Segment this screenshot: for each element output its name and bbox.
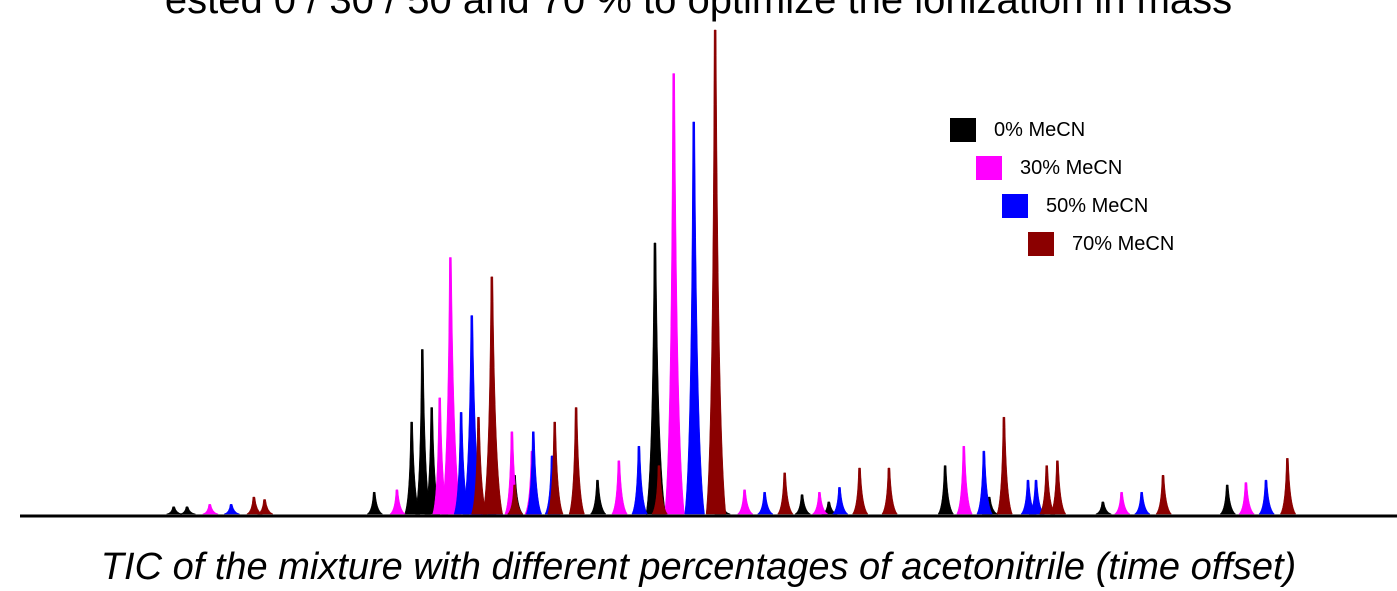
legend-item: 50% MeCN <box>1002 194 1148 218</box>
peak <box>1258 479 1276 515</box>
peak <box>1238 482 1256 515</box>
peak <box>684 121 705 515</box>
peak <box>441 257 462 515</box>
legend-label: 70% MeCN <box>1072 232 1175 255</box>
legend-label: 50% MeCN <box>1046 194 1149 217</box>
peak <box>881 467 898 515</box>
peak <box>257 499 274 515</box>
peak <box>852 467 869 515</box>
peak <box>506 484 524 515</box>
peak <box>611 460 628 515</box>
peak <box>651 465 668 515</box>
legend-swatch <box>976 156 1002 180</box>
peak <box>389 489 407 515</box>
peak <box>1049 460 1067 515</box>
peak <box>664 73 685 515</box>
peak <box>224 504 240 515</box>
header-text: ested 0 / 30 / 50 and 70 % to optimize t… <box>164 0 1233 22</box>
peak <box>1279 458 1297 515</box>
peak <box>631 445 648 515</box>
peak <box>568 407 585 515</box>
peak <box>831 487 849 515</box>
legend-item: 70% MeCN <box>1028 232 1174 256</box>
peak <box>777 472 794 515</box>
peak <box>547 421 564 515</box>
peak <box>202 504 219 515</box>
peaks-layer <box>166 29 1297 515</box>
peak <box>589 479 607 515</box>
peak <box>179 506 196 515</box>
legend-swatch <box>1002 194 1028 218</box>
peak <box>645 242 667 515</box>
peak <box>996 416 1013 515</box>
peak <box>794 494 811 515</box>
legend-item: 30% MeCN <box>976 156 1122 180</box>
peak <box>1155 475 1173 515</box>
series-70-mecn <box>246 29 1297 515</box>
legend-label: 30% MeCN <box>1020 156 1123 179</box>
peak <box>756 491 774 515</box>
peak <box>937 465 955 515</box>
peak <box>705 29 727 515</box>
chart-caption: TIC of the mixture with different percen… <box>100 546 1297 588</box>
legend-swatch <box>1028 232 1054 256</box>
legend-swatch <box>950 118 976 142</box>
peak <box>956 445 973 515</box>
peak <box>166 506 183 515</box>
peak <box>976 450 993 515</box>
peak <box>482 276 503 515</box>
peak <box>811 491 828 515</box>
peak <box>1133 491 1151 515</box>
peak <box>1095 501 1112 515</box>
peak <box>366 491 383 515</box>
legend-item: 0% MeCN <box>950 118 1085 142</box>
series-30-mecn <box>202 73 1256 515</box>
legend-label: 0% MeCN <box>994 118 1086 141</box>
peak <box>525 431 543 515</box>
series-50-mecn <box>224 121 1276 515</box>
peak <box>736 489 754 515</box>
peak <box>1219 484 1237 515</box>
peak <box>246 496 263 515</box>
peak <box>1113 491 1131 515</box>
